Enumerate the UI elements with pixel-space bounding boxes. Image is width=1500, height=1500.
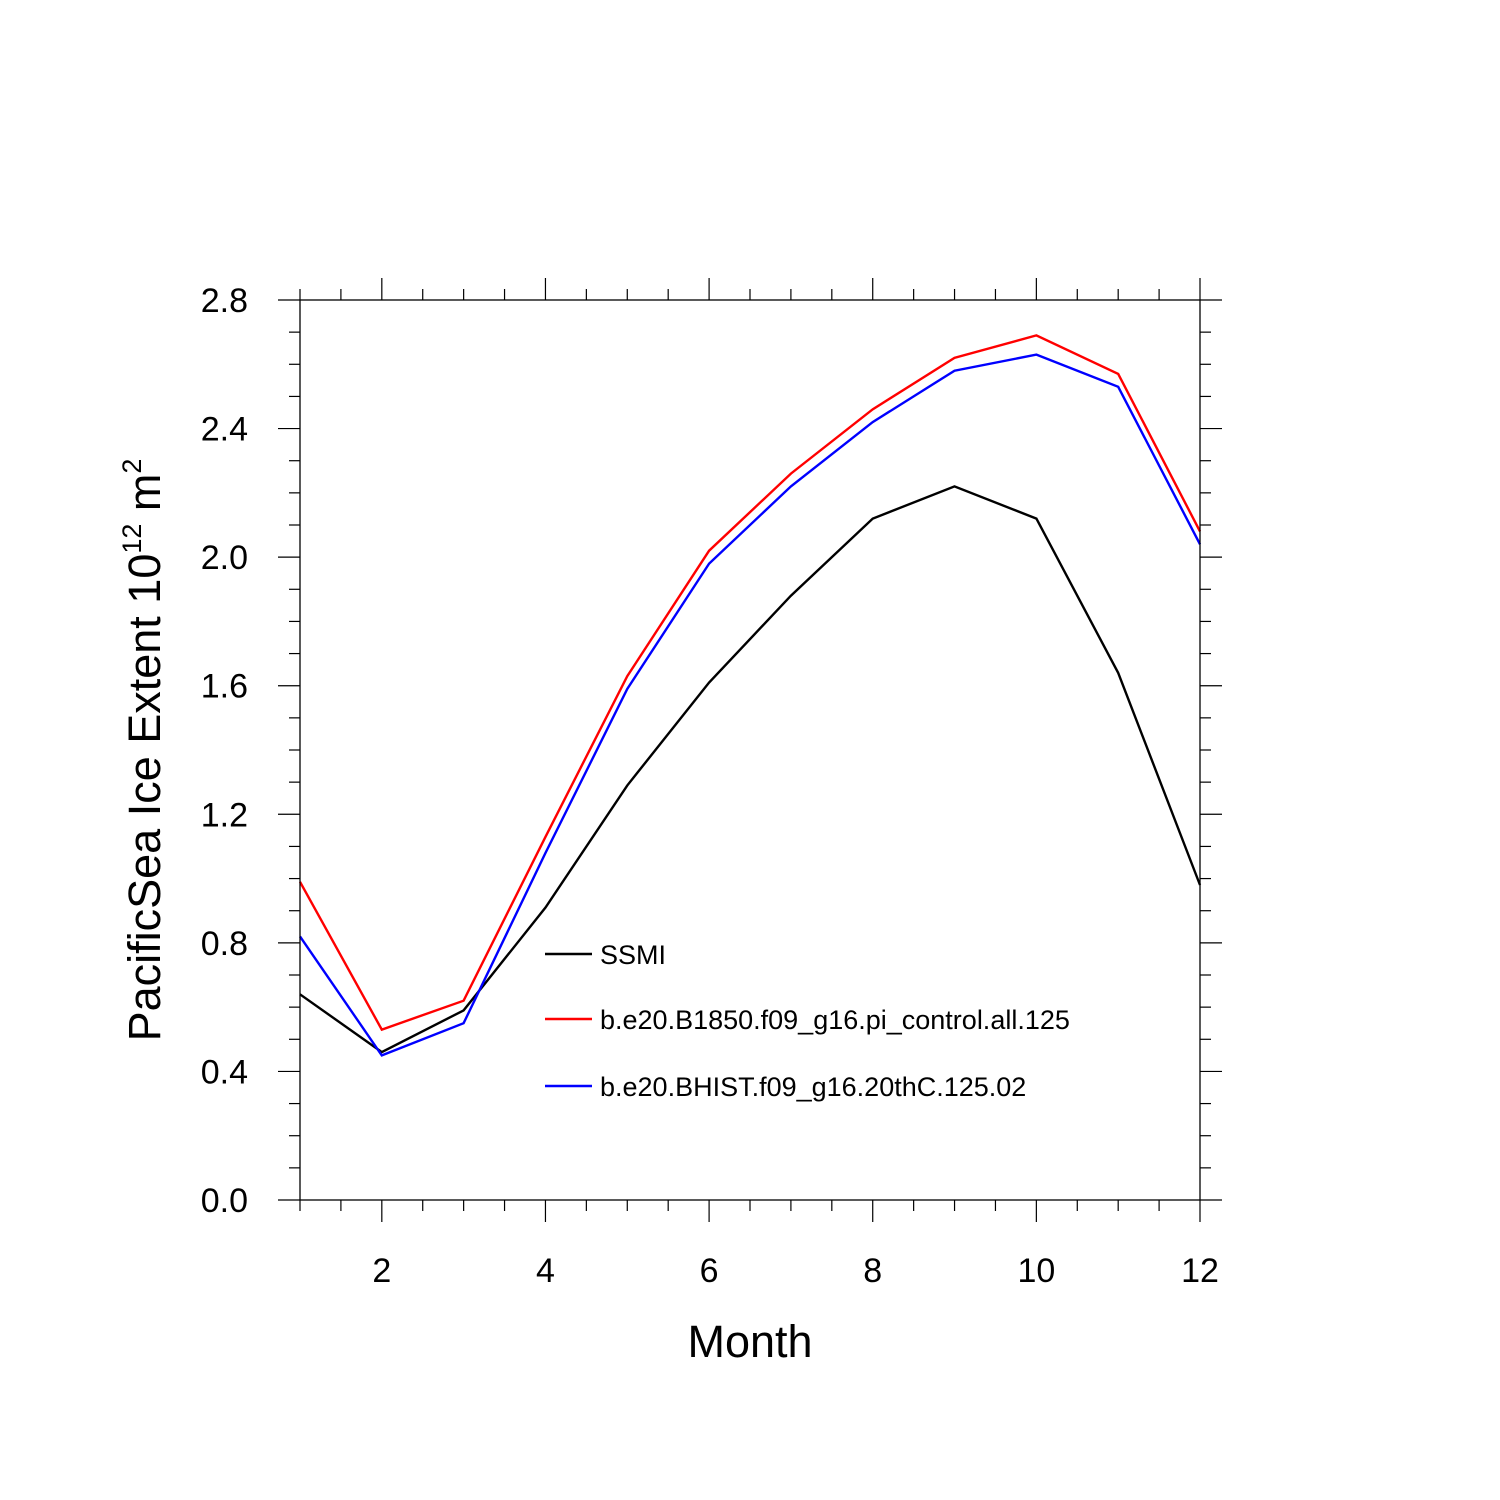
y-tick-label-1.6: 1.6 [201,668,248,706]
y-tick-label-0.8: 0.8 [201,925,248,963]
series-line-2 [299,353,1202,1057]
series-line-1 [298,334,1202,1032]
y-tick-label-0.0: 0.0 [201,1182,248,1220]
y-tick-labels: 0.0 0.4 0.8 1.2 1.6 2.0 2.4 2.8 [201,282,248,1220]
x-tick-label-4: 4 [536,1252,555,1290]
y-tick-label-2.0: 2.0 [201,539,248,577]
series-line-0 [299,485,1202,1054]
x-tick-label-6: 6 [700,1252,719,1290]
x-tick-labels: 2 4 6 8 10 12 [372,1252,1219,1290]
x-axis-title: Month [687,1316,812,1367]
legend-label-1: b.e20.B1850.f09_g16.pi_control.all.125 [600,1005,1070,1035]
x-tick-label-12: 12 [1181,1252,1219,1290]
legend-label-0: SSMI [600,940,666,970]
y-tick-label-2.4: 2.4 [201,411,248,449]
y-axis-title: PacificSea Ice Extent 1012 m2 [117,459,170,1042]
y-tick-label-2.8: 2.8 [201,282,248,320]
y-tick-label-1.2: 1.2 [201,796,248,834]
plot-frame [299,299,1201,1201]
axis-ticks [278,278,1222,1222]
y-tick-label-0.4: 0.4 [201,1053,248,1091]
legend-label-2: b.e20.BHIST.f09_g16.20thC.125.02 [600,1072,1026,1102]
series-lines [298,334,1202,1057]
y-axis-title-base: PacificSea Ice Extent 10 [119,554,170,1042]
x-tick-label-8: 8 [863,1252,882,1290]
x-tick-label-2: 2 [372,1252,391,1290]
y-axis-title-unit-exponent: 2 [117,459,147,474]
y-axis-title-exponent: 12 [117,524,147,554]
legend: SSMI b.e20.B1850.f09_g16.pi_control.all.1… [545,940,1070,1102]
x-tick-label-10: 10 [1017,1252,1055,1290]
y-axis-title-unit: m [119,474,170,524]
